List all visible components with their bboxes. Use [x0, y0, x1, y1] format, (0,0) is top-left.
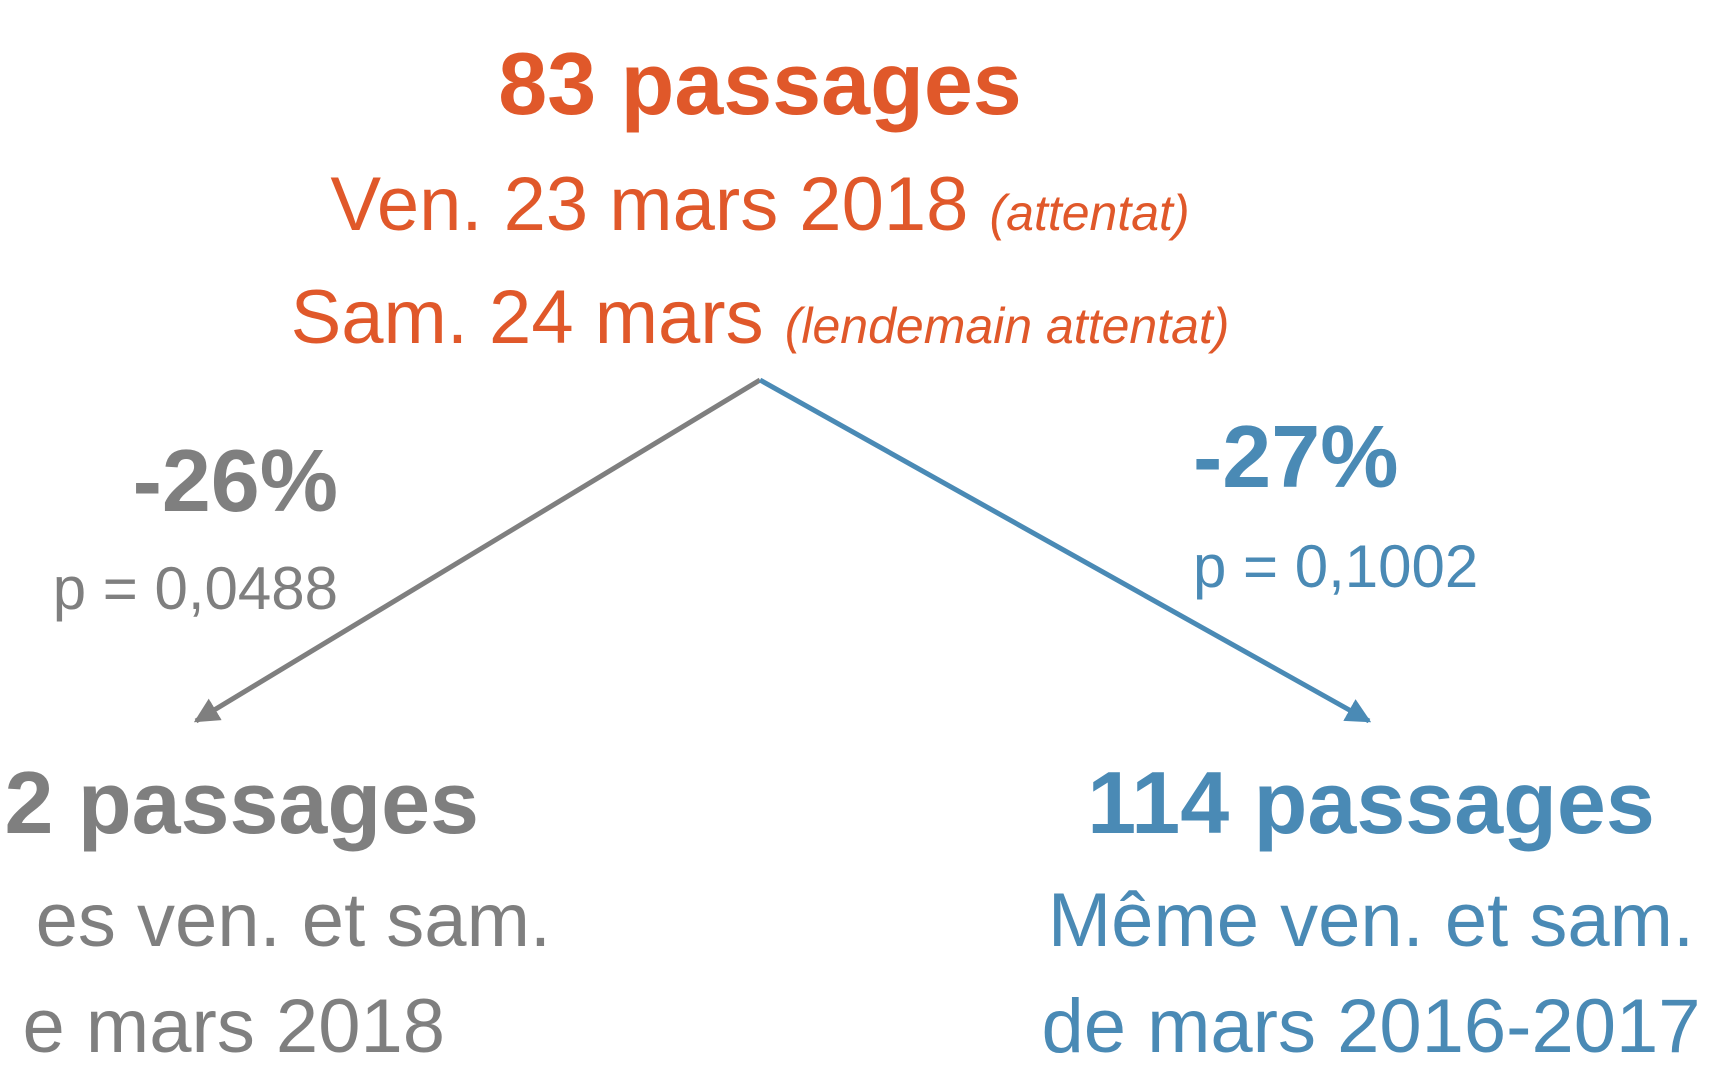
arrow-left — [193, 377, 762, 724]
top-line2: Sam. 24 mars (lendemain attentat) — [291, 275, 1230, 360]
left-line2: e mars 2018 — [23, 984, 445, 1069]
left-p: p = 0,0488 — [53, 555, 338, 622]
right-change: -27% — [1193, 407, 1398, 506]
right-line1: Même ven. et sam. — [1048, 878, 1694, 963]
arrow-right — [758, 377, 1372, 724]
left-line1: es ven. et sam. — [36, 878, 551, 963]
left-title: 2 passages — [4, 753, 479, 852]
note: (lendemain attentat) — [785, 298, 1230, 354]
date: Sam. 24 mars — [291, 275, 764, 360]
left-change: -26% — [133, 431, 338, 530]
top-line1: Ven. 23 mars 2018 (attentat) — [330, 162, 1189, 247]
date: Ven. 23 mars 2018 — [330, 162, 968, 247]
right-title: 114 passages — [1087, 753, 1655, 852]
note: (attentat) — [990, 185, 1190, 241]
right-line2: de mars 2016-2017 — [1041, 984, 1700, 1069]
right-p: p = 0,1002 — [1193, 533, 1478, 600]
top-title: 83 passages — [498, 34, 1022, 133]
